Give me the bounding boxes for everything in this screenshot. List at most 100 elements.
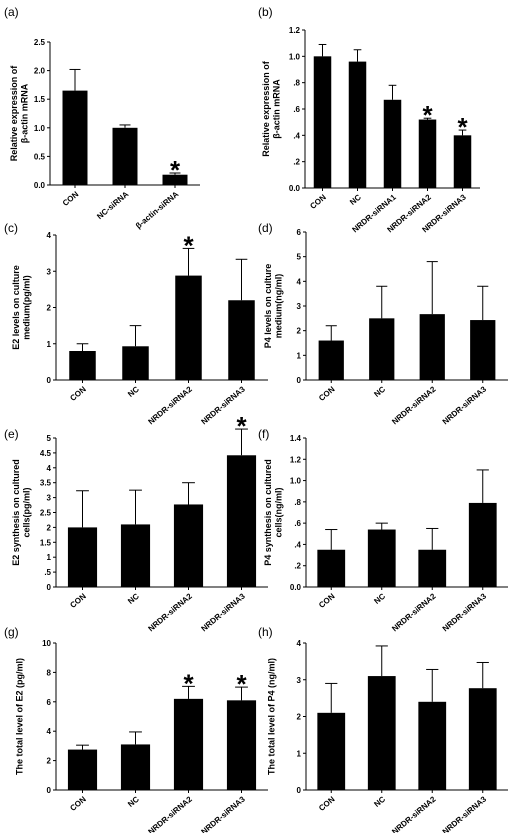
category-label: β-actin-siRNA <box>134 189 180 230</box>
category-label: CON <box>68 794 88 812</box>
bar <box>173 504 204 587</box>
category-label: CON <box>61 189 81 207</box>
bar <box>348 61 367 188</box>
y-tick-label: 0 <box>47 376 52 385</box>
y-tick-label: 1 <box>297 351 302 360</box>
bar <box>317 549 346 587</box>
y-axis-label: Relative expression ofβ-actin mRNA <box>9 65 29 162</box>
y-axis-label: Relative expression ofβ-actin mRNA <box>261 60 281 157</box>
y-tick-label: 1.0 <box>290 477 302 486</box>
chart-panel: (h) The total level of P4 (ng/ml) 0 1 2 3 4 CON… <box>258 625 508 833</box>
y-tick-label: 1.0 <box>34 124 46 133</box>
y-tick-label: 0 <box>47 786 52 795</box>
significance-star: * <box>457 112 468 142</box>
bar <box>175 275 202 380</box>
y-tick-label: 1.2 <box>290 455 302 464</box>
y-tick-label: 4 <box>47 464 52 473</box>
bar <box>69 351 96 380</box>
y-tick-label: 5 <box>297 253 302 262</box>
y-tick-label: 5 <box>47 434 52 443</box>
bar <box>367 676 396 790</box>
y-tick-label: 4 <box>47 727 52 736</box>
category-label: NRDR-siRNA2 <box>146 384 194 426</box>
bar <box>367 529 396 587</box>
y-tick-label: 3 <box>297 302 302 311</box>
y-tick-label: 2 <box>47 304 52 313</box>
bar <box>226 700 257 790</box>
category-label: NRDR-siRNA2 <box>390 794 438 833</box>
y-tick-label: 0.0 <box>289 184 301 193</box>
bar <box>313 56 332 189</box>
y-tick-label: .8 <box>293 79 300 88</box>
bar <box>317 712 346 790</box>
y-tick-label: 1.5 <box>34 95 46 104</box>
y-tick-label: .2 <box>293 158 300 167</box>
significance-star: * <box>422 100 433 130</box>
y-axis-label: P4 synthesis on culturedcells(ng/ml) <box>263 459 283 566</box>
bar <box>120 524 151 587</box>
bar <box>470 320 496 380</box>
y-tick-label: .8 <box>294 498 301 507</box>
panel-label: (h) <box>258 625 273 639</box>
bar <box>112 127 138 185</box>
y-tick-label: 6 <box>47 698 52 707</box>
category-label: NC <box>126 384 141 398</box>
bar <box>67 749 98 790</box>
bar <box>173 698 204 790</box>
bar <box>162 174 188 185</box>
y-tick-label: 2.0 <box>34 67 46 76</box>
chart-panel: (a) Relative expression ofβ-actin mRNA 0.0… <box>4 5 200 231</box>
panel-label: (b) <box>258 5 273 19</box>
y-tick-label: 4.5 <box>40 449 52 458</box>
bar <box>122 346 149 380</box>
y-tick-label: 8 <box>47 668 52 677</box>
bar <box>62 90 88 185</box>
category-label: NRDR-siRNA2 <box>390 591 438 633</box>
category-label: NRDR-siRNA2 <box>146 591 194 633</box>
y-tick-label: 1 <box>47 553 52 562</box>
category-label: CON <box>68 591 88 609</box>
y-tick-label: 4 <box>297 639 302 648</box>
y-tick-label: 0 <box>47 583 52 592</box>
y-tick-label: 3.5 <box>40 479 52 488</box>
category-label: NRDR-siRNA3 <box>441 591 489 633</box>
bar <box>369 318 395 380</box>
y-tick-label: .4 <box>293 131 300 140</box>
panel-label: (e) <box>4 427 19 441</box>
y-tick-label: 0 <box>297 786 302 795</box>
category-label: NC <box>348 192 363 206</box>
category-label: NRDR-siRNA2 <box>390 384 438 426</box>
bar <box>418 701 447 790</box>
significance-star: * <box>236 411 247 441</box>
y-tick-label: 0.0 <box>34 181 46 190</box>
y-tick-label: 2 <box>297 713 302 722</box>
y-tick-label: 2 <box>47 523 52 532</box>
y-tick-label: .6 <box>293 105 300 114</box>
y-tick-label: .6 <box>294 519 301 528</box>
y-tick-label: 6 <box>297 228 302 237</box>
y-tick-label: .4 <box>294 540 301 549</box>
category-label: NRDR-siRNA3 <box>441 384 489 426</box>
significance-star: * <box>183 668 194 698</box>
chart-panel: (e) E2 synthesis on culturedcells(pg/ml) 0… <box>4 411 268 633</box>
significance-star: * <box>170 155 181 185</box>
panel-label: (d) <box>258 221 273 235</box>
y-tick-label: 0 <box>297 376 302 385</box>
category-label: NRDR-siRNA3 <box>441 794 489 833</box>
chart-panel: (d) P4 levels on culturemedium(ng/ml) 0 1 2 3… <box>258 221 508 426</box>
y-tick-label: .2 <box>294 562 301 571</box>
panel-label: (f) <box>258 427 269 441</box>
y-tick-label: 2 <box>47 757 52 766</box>
category-label: NRDR-siRNA3 <box>199 794 247 833</box>
category-label: NC <box>372 591 387 605</box>
bar <box>468 688 497 790</box>
category-label: CON <box>317 591 337 609</box>
y-tick-label: 4 <box>47 231 52 240</box>
chart-panel: (b) Relative expression ofβ-actin mRNA 0.0… <box>258 5 480 234</box>
category-label: CON <box>68 384 88 402</box>
category-label: NC <box>372 384 387 398</box>
y-tick-label: 1.4 <box>290 434 302 443</box>
bar <box>67 527 98 587</box>
y-tick-label: 2 <box>297 327 302 336</box>
